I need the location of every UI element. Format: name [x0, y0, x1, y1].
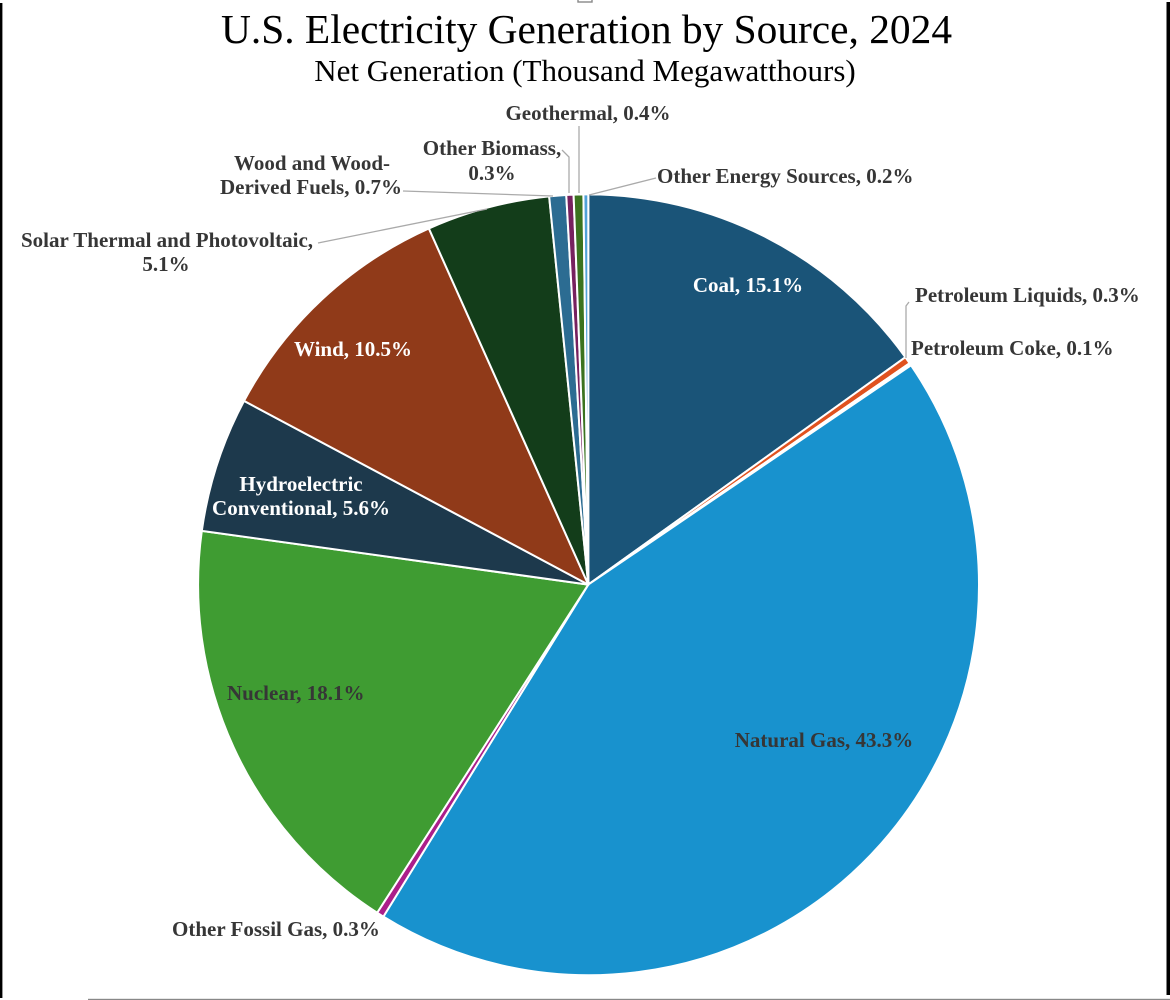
svg-text:U.S. Electricity Generation by: U.S. Electricity Generation by Source, 2…	[221, 6, 952, 52]
svg-text:Solar Thermal and Photovoltaic: Solar Thermal and Photovoltaic,	[21, 228, 313, 252]
svg-text:0.3%: 0.3%	[468, 161, 515, 185]
svg-text:Natural Gas, 43.3%: Natural Gas, 43.3%	[735, 728, 914, 752]
svg-text:Coal, 15.1%: Coal, 15.1%	[693, 273, 803, 297]
svg-text:Derived Fuels, 0.7%: Derived Fuels, 0.7%	[220, 175, 402, 199]
svg-text:Geothermal, 0.4%: Geothermal, 0.4%	[505, 101, 670, 125]
svg-text:Hydroelectric: Hydroelectric	[239, 472, 362, 496]
svg-text:Wood and Wood-: Wood and Wood-	[234, 151, 390, 175]
svg-text:Petroleum Coke, 0.1%: Petroleum Coke, 0.1%	[911, 336, 1114, 360]
svg-text:Other Fossil Gas, 0.3%: Other Fossil Gas, 0.3%	[172, 917, 380, 941]
svg-text:5.1%: 5.1%	[142, 252, 189, 276]
svg-text:Other Biomass,: Other Biomass,	[423, 136, 561, 160]
svg-text:Conventional, 5.6%: Conventional, 5.6%	[212, 496, 390, 520]
svg-text:Other Energy Sources, 0.2%: Other Energy Sources, 0.2%	[657, 164, 913, 188]
svg-text:Wind, 10.5%: Wind, 10.5%	[294, 337, 412, 361]
svg-text:Net Generation (Thousand Megaw: Net Generation (Thousand Megawatthours)	[314, 53, 855, 88]
svg-text:Petroleum Liquids, 0.3%: Petroleum Liquids, 0.3%	[915, 283, 1140, 307]
svg-text:Nuclear, 18.1%: Nuclear, 18.1%	[227, 681, 364, 705]
